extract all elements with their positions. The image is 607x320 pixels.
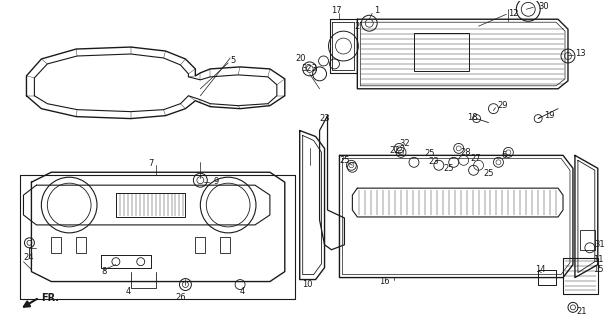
Text: 30: 30 <box>538 2 549 11</box>
Text: 8: 8 <box>101 267 106 276</box>
Text: 15: 15 <box>593 265 603 274</box>
Text: 24: 24 <box>24 253 34 262</box>
Text: 25: 25 <box>484 169 494 178</box>
Text: 9: 9 <box>213 177 219 186</box>
Text: 1: 1 <box>375 6 379 15</box>
Text: 25: 25 <box>339 156 350 165</box>
Text: 19: 19 <box>544 111 555 120</box>
Bar <box>195 237 205 253</box>
Text: 23: 23 <box>429 157 439 166</box>
Text: 28: 28 <box>461 148 471 157</box>
Text: 323: 323 <box>302 64 317 73</box>
Bar <box>580 230 595 250</box>
Text: 20: 20 <box>296 54 306 63</box>
Text: 31: 31 <box>594 240 605 249</box>
Text: 18: 18 <box>467 113 477 122</box>
Text: 32: 32 <box>399 139 410 148</box>
Text: 25: 25 <box>424 149 435 158</box>
Text: FR.: FR. <box>41 293 59 303</box>
Text: 17: 17 <box>331 6 342 15</box>
Text: 11: 11 <box>593 255 603 264</box>
Bar <box>52 237 61 253</box>
Bar <box>414 33 469 71</box>
Text: 2: 2 <box>354 22 359 31</box>
Text: 21: 21 <box>576 307 586 316</box>
Text: 4: 4 <box>126 287 131 296</box>
Text: 16: 16 <box>379 277 390 286</box>
Text: 25: 25 <box>444 164 454 173</box>
Text: 14: 14 <box>535 265 546 274</box>
Text: 12: 12 <box>509 9 519 18</box>
Bar <box>76 237 86 253</box>
Text: 26: 26 <box>175 293 186 302</box>
Text: 7: 7 <box>149 159 154 168</box>
Text: 29: 29 <box>497 101 508 110</box>
Text: 22: 22 <box>389 146 399 155</box>
Text: 6: 6 <box>501 151 507 160</box>
Text: 27: 27 <box>470 154 481 163</box>
Text: 10: 10 <box>302 280 312 289</box>
Bar <box>220 237 230 253</box>
Text: 5: 5 <box>230 56 236 66</box>
Text: 4: 4 <box>240 287 245 296</box>
Text: 13: 13 <box>575 49 586 58</box>
Text: 23: 23 <box>319 114 330 123</box>
